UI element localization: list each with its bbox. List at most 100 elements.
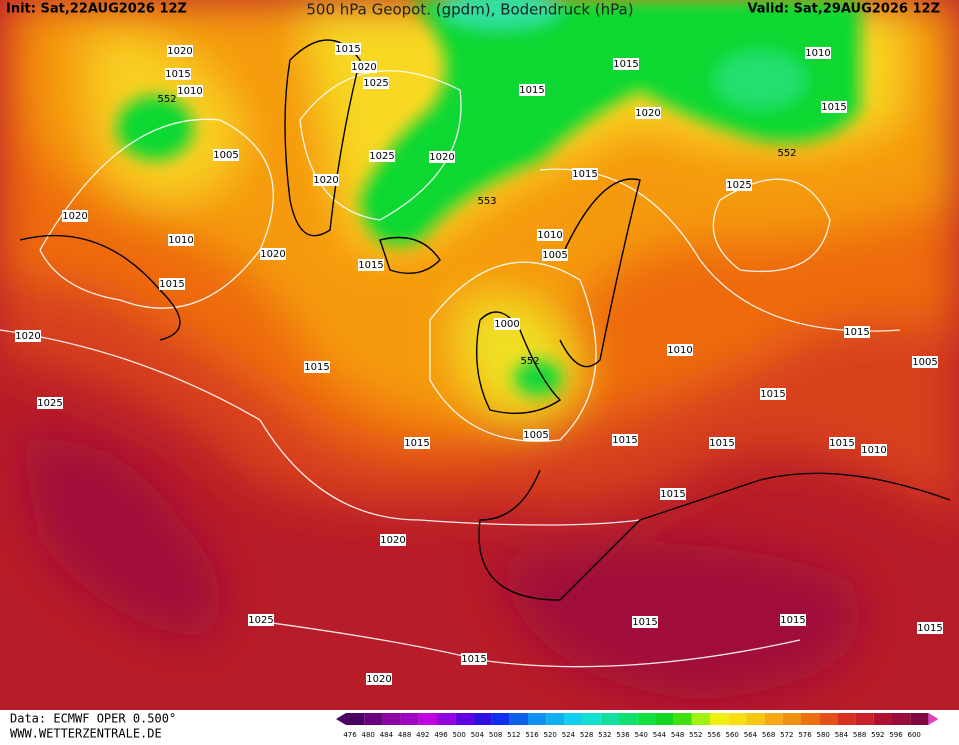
- isobar-label-bg: [667, 344, 693, 356]
- scale-swatch: [855, 713, 874, 725]
- isobar-label-bg: [358, 259, 384, 271]
- isobar-label: 552: [777, 148, 796, 159]
- isobar-label: 552: [520, 356, 539, 367]
- scale-label: 508: [489, 731, 502, 739]
- scale-label: 556: [707, 731, 721, 739]
- isobar-label-bg: [537, 229, 563, 241]
- isobar-label: 1015: [821, 102, 846, 113]
- scale-label: 512: [507, 731, 520, 739]
- scale-swatch: [655, 713, 674, 725]
- scale-swatch: [455, 713, 474, 725]
- scale-swatch: [528, 713, 547, 725]
- isobar-label: 1020: [167, 46, 192, 57]
- isobar-label: 552: [157, 94, 176, 105]
- scale-swatch: [564, 713, 583, 725]
- scale-label: 592: [871, 731, 884, 739]
- isobar-label-bg: [844, 326, 870, 338]
- isobar-label-bg: [613, 58, 639, 70]
- valid-time: Valid: Sat,29AUG2026 12Z: [747, 2, 940, 17]
- isobar-label-bg: [635, 107, 661, 119]
- scale-swatch: [418, 713, 437, 725]
- scale-swatch: [673, 713, 692, 725]
- isobar-label: 1015: [844, 327, 869, 338]
- scale-label: 568: [762, 731, 775, 739]
- isobar-label: 1020: [260, 249, 285, 260]
- isobar-label: 1015: [632, 617, 657, 628]
- isobar-label: 1005: [523, 430, 548, 441]
- scale-swatch: [782, 713, 801, 725]
- scale-swatch: [746, 713, 765, 725]
- scale-label: 528: [580, 731, 593, 739]
- scale-label: 476: [343, 731, 357, 739]
- isobar-label: 1025: [37, 398, 62, 409]
- isobar-label: 1015: [404, 438, 429, 449]
- isobar-label-bg: [780, 614, 806, 626]
- isobar-label-bg: [15, 330, 41, 342]
- isobar-label-bg: [380, 534, 406, 546]
- isobar-label: 1015: [612, 435, 637, 446]
- isobar-label-bg: [260, 248, 286, 260]
- scale-label: 488: [398, 731, 411, 739]
- isobar-label: 1015: [519, 85, 544, 96]
- isobar-label-bg: [304, 361, 330, 373]
- isobar-label: 1015: [358, 260, 383, 271]
- scale-swatch: [600, 713, 619, 725]
- scale-label: 588: [853, 731, 866, 739]
- scale-swatch: [910, 713, 929, 725]
- scale-label: 544: [653, 731, 667, 739]
- isobar-label: 1020: [313, 175, 338, 186]
- isobar-label-bg: [313, 174, 339, 186]
- scale-label: 580: [817, 731, 830, 739]
- scale-label: 600: [908, 731, 921, 739]
- scale-label: 536: [616, 731, 630, 739]
- isobar-label-bg: [366, 673, 392, 685]
- isobar-label-bg: [572, 168, 598, 180]
- isobar-label: 1010: [805, 48, 830, 59]
- isobar-label-bg: [213, 149, 239, 161]
- isobar-label: 1005: [213, 150, 238, 161]
- isobar-label-bg: [165, 68, 191, 80]
- isobar-label-bg: [167, 45, 193, 57]
- isobar-label-bg: [429, 151, 455, 163]
- isobar-label: 1020: [635, 108, 660, 119]
- scale-label: 500: [453, 731, 466, 739]
- scale-swatch: [873, 713, 892, 725]
- isobar-label: 1015: [461, 654, 486, 665]
- isobar-label: 1010: [168, 235, 193, 246]
- isobar-label: 1015: [780, 615, 805, 626]
- isobar-label-bg: [159, 278, 185, 290]
- scale-label: 576: [798, 731, 812, 739]
- isobar-label: 1015: [829, 438, 854, 449]
- scale-label: 552: [689, 731, 702, 739]
- scale-swatch: [764, 713, 783, 725]
- scale-swatch: [546, 713, 565, 725]
- scale-label: 560: [726, 731, 739, 739]
- map-title: 500 hPa Geopot. (gpdm), Bodendruck (hPa): [306, 1, 633, 19]
- isobar-label: 1015: [159, 279, 184, 290]
- scale-swatch: [637, 713, 656, 725]
- isobar-label-bg: [168, 234, 194, 246]
- isobar-label: 1010: [667, 345, 692, 356]
- isobar-label: 1015: [709, 438, 734, 449]
- isobar-label-bg: [709, 437, 735, 449]
- isobar-label: 1010: [861, 445, 886, 456]
- isobar-label: 1005: [912, 357, 937, 368]
- isobar-label: 1015: [165, 69, 190, 80]
- scale-swatch: [582, 713, 601, 725]
- init-time: Init: Sat,22AUG2026 12Z: [6, 2, 187, 17]
- scale-swatch: [728, 713, 747, 725]
- isobar-label: 1015: [760, 389, 785, 400]
- isobar-label: 1025: [248, 615, 273, 626]
- scale-swatch: [400, 713, 419, 725]
- isobar-label: 1020: [62, 211, 87, 222]
- isobar-label-bg: [62, 210, 88, 222]
- scale-label: 520: [544, 731, 557, 739]
- isobar-label-bg: [829, 437, 855, 449]
- scale-label: 584: [835, 731, 849, 739]
- scale-swatch: [710, 713, 729, 725]
- isobar-label: 1015: [917, 623, 942, 634]
- isobar-label-bg: [760, 388, 786, 400]
- color-scale: 476 480 484 488 492 496 500 504 508 512 516 520 524 5…: [336, 713, 939, 739]
- scale-label: 480: [362, 731, 375, 739]
- isobar-labels: 1020 1015 1010 552 1005 1020 1010 1020 1015 1020 1…: [15, 43, 943, 685]
